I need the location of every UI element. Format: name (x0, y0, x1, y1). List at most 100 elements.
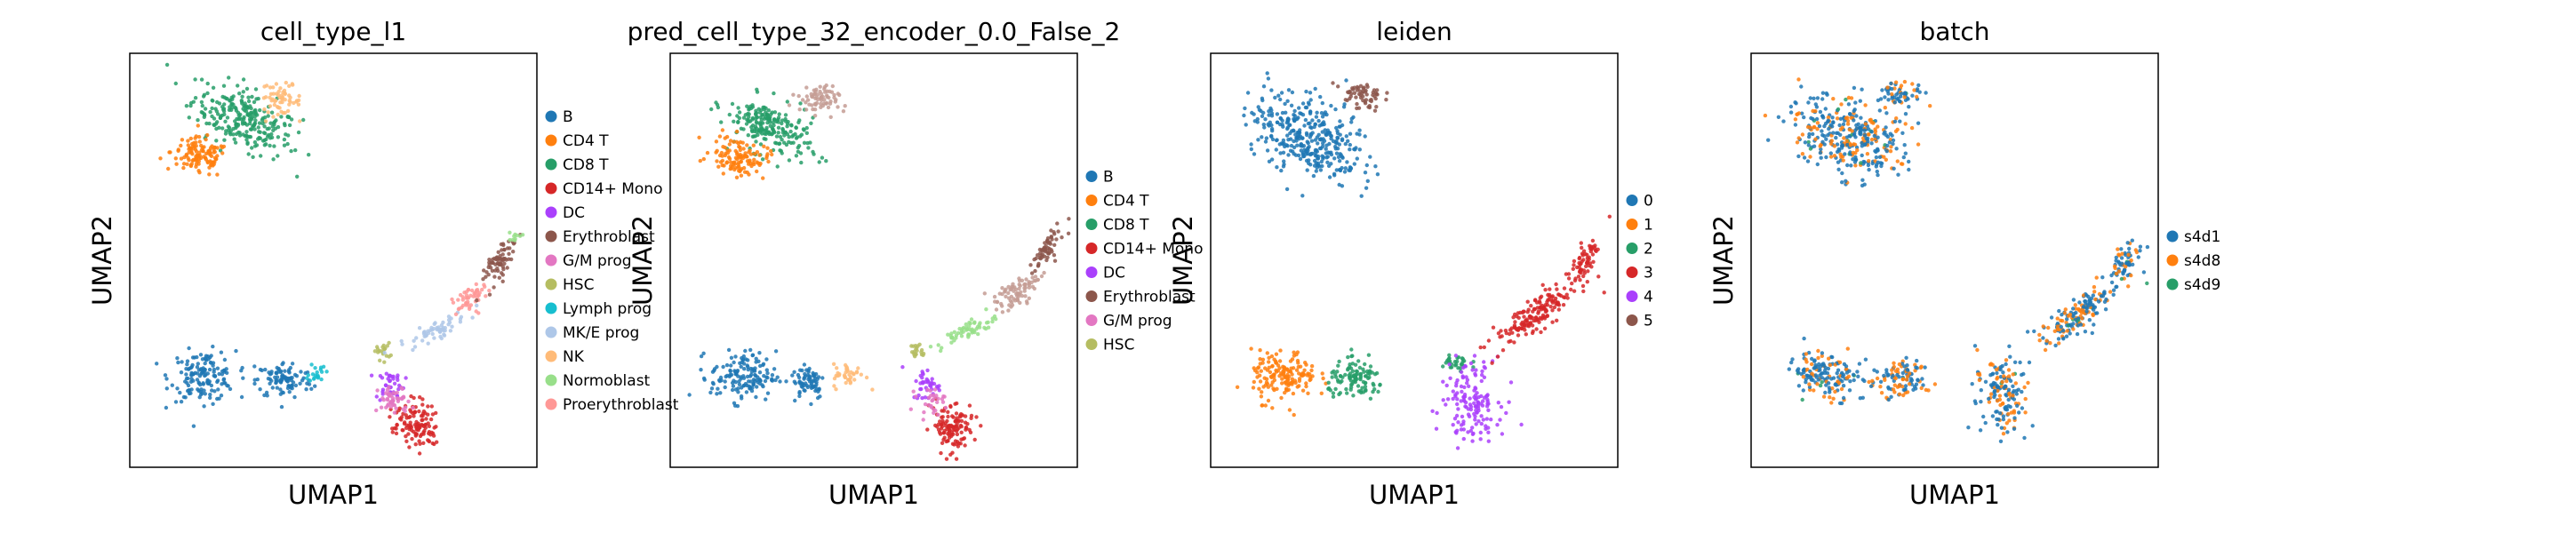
data-point (304, 387, 308, 392)
data-point (1349, 383, 1354, 387)
data-point (1286, 153, 1291, 157)
data-point (936, 412, 940, 418)
data-point (1796, 77, 1801, 82)
data-point (746, 118, 750, 123)
data-point (1274, 352, 1279, 356)
data-point (186, 139, 190, 143)
data-point (1889, 145, 1893, 149)
data-point (258, 387, 262, 392)
data-point (1891, 138, 1896, 143)
data-point (1447, 353, 1452, 357)
data-point (222, 357, 228, 362)
legend-marker (1085, 290, 1098, 302)
data-point (1343, 372, 1348, 378)
data-point (1266, 122, 1270, 127)
data-point (2116, 269, 2122, 274)
data-point (1863, 357, 1868, 362)
data-point (261, 96, 267, 100)
data-point (1836, 368, 1841, 372)
data-point (843, 104, 847, 108)
data-point (798, 134, 803, 139)
data-point (189, 377, 194, 381)
data-point (1292, 113, 1296, 117)
data-point (202, 92, 207, 98)
data-point (1840, 125, 1844, 130)
data-point (194, 157, 198, 162)
data-point (1317, 146, 1323, 151)
data-point (1267, 109, 1271, 114)
data-point (1489, 418, 1493, 422)
legend-marker (1626, 195, 1638, 206)
data-point (1919, 364, 1924, 369)
data-point (1480, 369, 1484, 374)
data-point (275, 105, 280, 109)
data-point (508, 230, 512, 235)
data-point (1815, 382, 1820, 386)
data-point (392, 410, 397, 415)
data-point (447, 320, 452, 325)
data-point (732, 167, 737, 172)
data-point (741, 115, 747, 120)
data-point (417, 326, 422, 330)
data-point (1363, 385, 1368, 389)
data-point (1311, 173, 1316, 179)
data-point (1256, 105, 1260, 109)
data-point (252, 108, 257, 114)
data-point (1285, 133, 1290, 138)
data-point (1321, 137, 1325, 141)
data-point (777, 141, 782, 146)
data-point (752, 157, 756, 162)
data-point (204, 137, 208, 142)
data-point (1346, 139, 1350, 143)
data-point (1372, 387, 1377, 392)
data-point (2100, 275, 2105, 280)
legend-label: 0 (1644, 193, 1653, 211)
data-point (294, 374, 300, 378)
data-point (429, 404, 434, 409)
data-point (268, 104, 273, 108)
x-axis-label: UMAP1 (828, 480, 919, 510)
data-point (836, 91, 840, 96)
data-point (413, 442, 418, 447)
data-point (404, 439, 409, 443)
data-point (249, 127, 254, 131)
data-point (1430, 409, 1435, 413)
data-point (1876, 135, 1880, 139)
data-point (1988, 362, 1994, 366)
data-point (1884, 133, 1889, 138)
data-point (1484, 394, 1489, 399)
data-point (193, 77, 197, 82)
legend-marker (1085, 266, 1098, 278)
data-point (188, 163, 194, 169)
data-point (724, 161, 729, 165)
data-point (1304, 89, 1308, 94)
data-point (849, 375, 853, 379)
data-point (1859, 115, 1863, 120)
data-point (187, 366, 192, 371)
data-point (774, 141, 779, 146)
data-point (1309, 139, 1315, 143)
data-point (481, 277, 485, 282)
data-point (1321, 376, 1325, 381)
data-point (736, 390, 740, 394)
data-point (1257, 386, 1261, 391)
data-point (1285, 116, 1291, 121)
data-point (2037, 338, 2042, 343)
data-point (1539, 305, 1543, 309)
data-point (1368, 364, 1373, 369)
data-point (1512, 312, 1517, 317)
data-point (1826, 118, 1830, 123)
data-point (256, 137, 260, 141)
data-point (928, 383, 932, 388)
data-point (2109, 273, 2114, 278)
data-point (1538, 300, 1542, 305)
data-point (315, 370, 319, 375)
data-point (179, 370, 184, 375)
data-point (748, 347, 753, 353)
data-point (1883, 378, 1887, 382)
data-point (1249, 346, 1253, 351)
data-point (748, 158, 752, 163)
data-point (1373, 164, 1378, 169)
data-point (1353, 362, 1358, 367)
